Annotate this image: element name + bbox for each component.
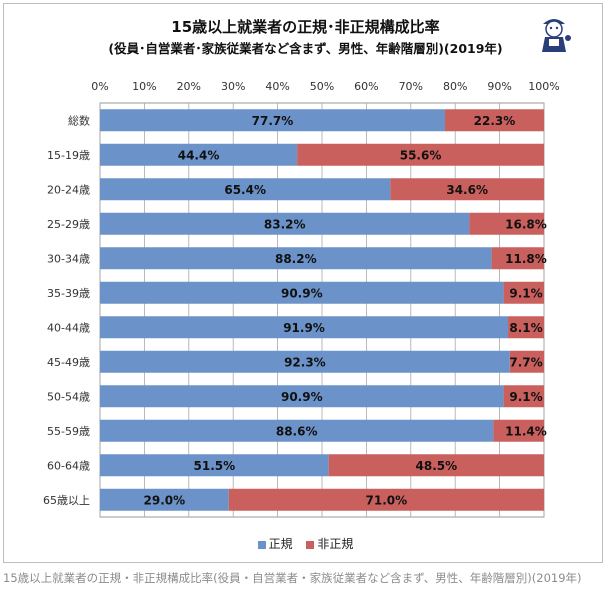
category-label: 総数	[68, 113, 90, 127]
x-tick-label: 100%	[528, 80, 559, 93]
category-label: 35-39歳	[47, 287, 90, 300]
x-tick-label: 80%	[443, 80, 467, 93]
category-label: 25-29歳	[47, 218, 90, 231]
legend-item-nonregular: 非正規	[306, 535, 353, 552]
data-label: 51.5%	[194, 459, 236, 473]
bar-segment	[328, 454, 544, 477]
bar-segment	[100, 143, 298, 166]
bar-segment	[100, 316, 509, 339]
bar-segment	[469, 212, 544, 235]
legend-swatch-nonregular	[306, 540, 315, 549]
bar-segment	[100, 109, 445, 132]
category-label: 65歳以上	[43, 494, 90, 507]
bar-segment	[100, 454, 329, 477]
data-label: 11.8%	[505, 252, 547, 266]
legend-label-nonregular: 非正規	[317, 537, 354, 551]
legend-swatch-regular	[257, 540, 266, 549]
bar-segment	[493, 419, 544, 442]
bar-segment	[100, 281, 504, 304]
data-label: 11.4%	[505, 424, 547, 438]
category-label: 15-19歳	[47, 149, 90, 162]
bar-segment	[491, 247, 544, 270]
x-tick-label: 70%	[399, 80, 423, 93]
data-label: 22.3%	[474, 114, 516, 128]
data-label: 77.7%	[252, 114, 294, 128]
bar-chart: 0% 10% 20% 30% 40% 50% 60% 70% 80% 90% 100% 総数 77.7%…	[43, 80, 560, 518]
data-label: 9.1%	[509, 286, 542, 300]
bar-segment	[509, 350, 544, 373]
data-label: 16.8%	[505, 217, 547, 231]
chart-title: 15歳以上就業者の正規･非正規構成比率	[171, 18, 440, 36]
data-label: 7.7%	[509, 355, 542, 369]
x-tick-label: 60%	[354, 80, 378, 93]
x-tick-label: 10%	[132, 80, 156, 93]
data-label: 88.6%	[276, 424, 318, 438]
mascot-icon	[542, 19, 571, 52]
bar-segment	[100, 488, 229, 511]
data-label: 65.4%	[224, 183, 266, 197]
x-tick-label: 90%	[487, 80, 511, 93]
bar-segment	[508, 316, 544, 339]
data-label: 91.9%	[283, 321, 325, 335]
x-tick-label: 20%	[177, 80, 201, 93]
caption: 15歳以上就業者の正規・非正規構成比率(役員・自営業者・家族従業者など含まず、男…	[3, 571, 582, 585]
bar-segment	[228, 488, 544, 511]
data-label: 8.1%	[509, 321, 542, 335]
bar-segment	[100, 419, 494, 442]
bar-segment	[390, 178, 544, 201]
data-label: 90.9%	[281, 286, 323, 300]
data-label: 88.2%	[275, 252, 317, 266]
legend: 正規 非正規	[0, 535, 611, 552]
data-label: 9.1%	[509, 390, 542, 404]
category-label: 30-34歳	[47, 252, 90, 265]
legend-item-regular: 正規	[257, 535, 293, 552]
x-tick-label: 40%	[265, 80, 289, 93]
data-label: 29.0%	[144, 493, 186, 507]
data-label: 55.6%	[400, 148, 442, 162]
data-label: 92.3%	[284, 355, 326, 369]
data-label: 44.4%	[178, 148, 220, 162]
bar-segment	[100, 178, 391, 201]
data-label: 48.5%	[416, 459, 458, 473]
category-label: 60-64歳	[47, 459, 90, 472]
data-label: 71.0%	[366, 493, 408, 507]
bar-segment	[100, 350, 510, 373]
bar-segment	[100, 212, 470, 235]
category-label: 40-44歳	[47, 321, 90, 334]
data-label: 83.2%	[264, 217, 306, 231]
chart-subtitle: (役員･自営業者･家族従業者など含まず、男性、年齢階層別)(2019年)	[108, 41, 503, 56]
bar-segment	[100, 385, 504, 408]
bar-segment	[444, 109, 544, 132]
x-tick-label: 0%	[91, 80, 108, 93]
x-tick-label: 50%	[310, 80, 334, 93]
category-label: 20-24歳	[47, 183, 90, 196]
x-tick-label: 30%	[221, 80, 245, 93]
data-label: 90.9%	[281, 390, 323, 404]
bar-segment	[503, 281, 544, 304]
bar-segment	[297, 143, 544, 166]
data-label: 34.6%	[446, 183, 488, 197]
category-label: 45-49歳	[47, 356, 90, 369]
legend-label-regular: 正規	[268, 537, 293, 551]
bar-segment	[503, 385, 544, 408]
bar-segment	[100, 247, 492, 270]
category-label: 50-54歳	[47, 390, 90, 403]
category-label: 55-59歳	[47, 425, 90, 438]
